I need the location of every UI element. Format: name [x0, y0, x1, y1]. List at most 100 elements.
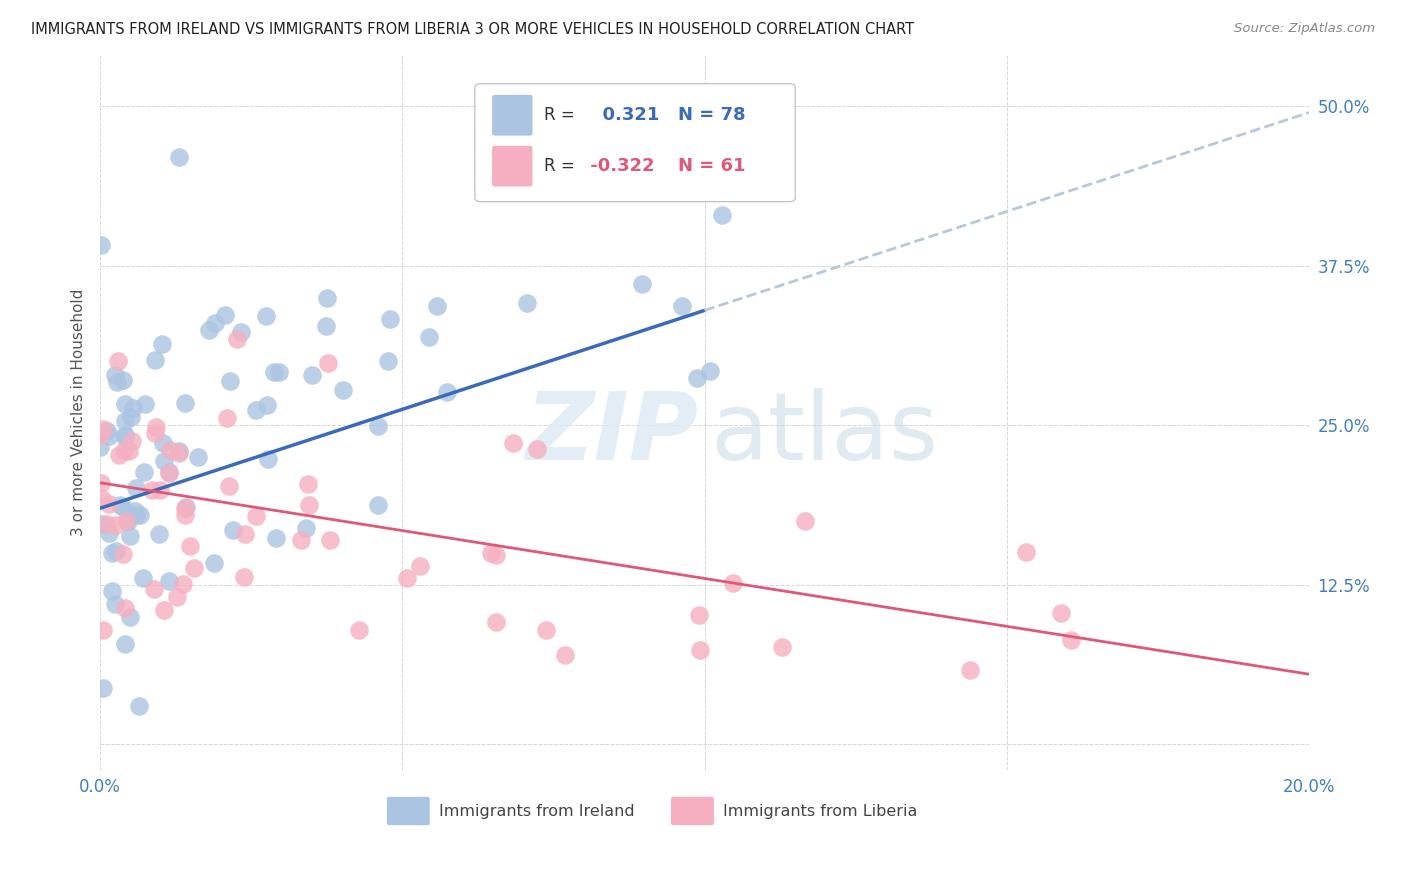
Point [516, 295, 538, 310]
Point [318, 533, 340, 547]
Point [264, 531, 287, 545]
Point [91, 623, 114, 637]
Point [143, 425, 166, 440]
Point [101, 546, 124, 560]
Point [145, 420, 167, 434]
Point [89, 440, 111, 454]
Point [90, 492, 112, 507]
Point [98, 525, 121, 540]
Point [132, 571, 155, 585]
Point [107, 354, 129, 368]
Point [436, 384, 458, 399]
Point [367, 499, 389, 513]
Point [157, 465, 180, 479]
Point [96, 424, 118, 438]
Point [114, 430, 136, 444]
Point [770, 640, 793, 655]
Point [367, 418, 389, 433]
Point [152, 436, 174, 450]
Point [689, 642, 711, 657]
Point [699, 364, 721, 378]
Text: Immigrants from Liberia: Immigrants from Liberia [723, 804, 917, 819]
Point [1015, 545, 1038, 559]
Point [294, 520, 316, 534]
Point [174, 500, 197, 515]
Point [111, 373, 134, 387]
Point [112, 547, 135, 561]
Point [157, 574, 180, 589]
Text: Immigrants from Ireland: Immigrants from Ireland [439, 804, 634, 819]
Point [159, 442, 181, 457]
Point [297, 498, 319, 512]
Point [686, 371, 709, 385]
Point [263, 365, 285, 379]
Point [217, 410, 239, 425]
Text: IMMIGRANTS FROM IRELAND VS IMMIGRANTS FROM LIBERIA 3 OR MORE VEHICLES IN HOUSEHO: IMMIGRANTS FROM IRELAND VS IMMIGRANTS FR… [31, 22, 914, 37]
Point [315, 319, 337, 334]
Point [479, 546, 502, 560]
Point [132, 465, 155, 479]
Point [688, 607, 710, 622]
Point [245, 403, 267, 417]
Point [301, 368, 323, 382]
Point [426, 299, 449, 313]
Point [90, 237, 112, 252]
Point [218, 479, 240, 493]
Text: 0.321: 0.321 [589, 106, 659, 124]
Point [173, 508, 195, 522]
Point [290, 533, 312, 547]
Point [118, 444, 141, 458]
Point [114, 637, 136, 651]
Point [167, 443, 190, 458]
Point [245, 509, 267, 524]
Point [166, 591, 188, 605]
Point [256, 310, 278, 324]
Point [129, 508, 152, 523]
Y-axis label: 3 or more Vehicles in Household: 3 or more Vehicles in Household [72, 289, 86, 536]
Point [225, 332, 247, 346]
Point [105, 376, 128, 390]
Point [150, 336, 173, 351]
Point [297, 476, 319, 491]
FancyBboxPatch shape [387, 797, 430, 826]
Text: R =: R = [544, 157, 575, 175]
Point [534, 623, 557, 637]
Point [214, 309, 236, 323]
Point [114, 428, 136, 442]
Point [117, 514, 139, 528]
Point [378, 312, 401, 326]
Point [153, 603, 176, 617]
Point [1060, 633, 1083, 648]
FancyBboxPatch shape [492, 145, 533, 187]
Point [120, 609, 142, 624]
Point [104, 368, 127, 383]
Point [128, 699, 150, 714]
Point [125, 508, 148, 523]
Point [125, 481, 148, 495]
Point [120, 410, 142, 425]
Point [409, 559, 432, 574]
Point [349, 623, 371, 637]
Point [232, 570, 254, 584]
Point [115, 514, 138, 528]
Point [118, 529, 141, 543]
Point [267, 365, 290, 379]
FancyBboxPatch shape [671, 797, 714, 826]
Point [152, 454, 174, 468]
Point [141, 483, 163, 497]
Point [256, 398, 278, 412]
Text: N = 78: N = 78 [678, 106, 745, 124]
Point [114, 414, 136, 428]
Point [143, 352, 166, 367]
Point [108, 448, 131, 462]
Point [114, 601, 136, 615]
Point [90, 516, 112, 531]
FancyBboxPatch shape [475, 84, 796, 202]
Point [183, 560, 205, 574]
Point [89, 427, 111, 442]
Point [418, 330, 440, 344]
Point [316, 292, 339, 306]
Point [173, 395, 195, 409]
Text: R =: R = [544, 106, 575, 124]
Point [711, 208, 734, 222]
